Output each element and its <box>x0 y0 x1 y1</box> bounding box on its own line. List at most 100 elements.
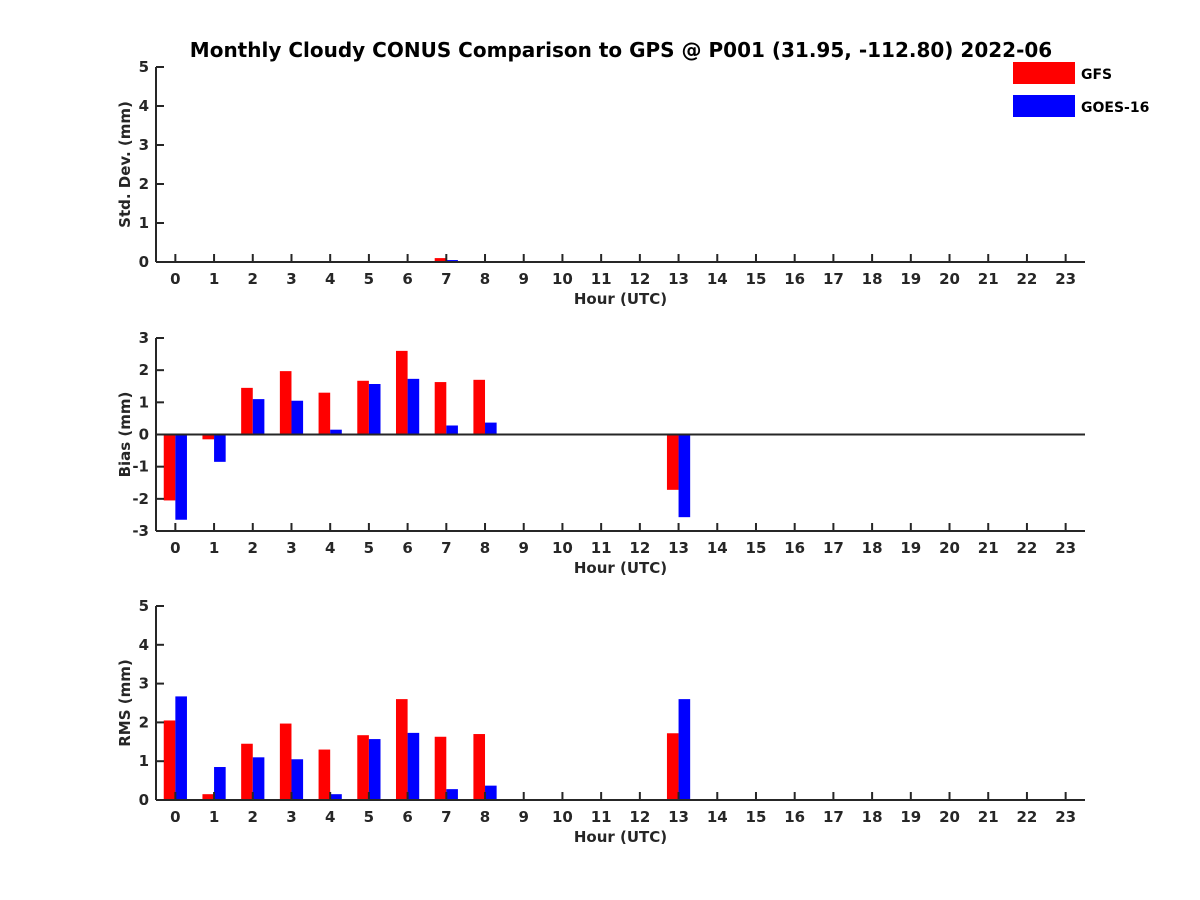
x-tick-label: 15 <box>746 270 767 288</box>
x-tick-label: 12 <box>629 808 650 826</box>
y-tick-label: 5 <box>139 58 149 76</box>
bar-goes-16-hour-13 <box>678 699 691 800</box>
x-tick-label: 17 <box>823 539 844 557</box>
x-tick-label: 6 <box>402 539 412 557</box>
bar-gfs-hour-8 <box>473 379 486 435</box>
x-tick-label: 13 <box>668 808 689 826</box>
x-tick-label: 15 <box>746 808 767 826</box>
x-tick-label: 3 <box>286 808 296 826</box>
x-tick-label: 14 <box>707 270 728 288</box>
bar-gfs-hour-2 <box>241 743 253 800</box>
x-tick-label: 21 <box>978 539 999 557</box>
x-tick-label: 18 <box>862 270 883 288</box>
y-tick-label: 4 <box>139 636 149 654</box>
bar-gfs-hour-7 <box>434 382 447 435</box>
bar-goes-16-hour-3 <box>291 400 304 435</box>
x-tick-label: 19 <box>900 808 921 826</box>
x-tick-label: 1 <box>209 808 219 826</box>
y-axis-label: Std. Dev. (mm) <box>116 101 134 228</box>
y-axis-label: RMS (mm) <box>116 659 134 746</box>
x-tick-label: 20 <box>939 270 960 288</box>
bar-gfs-hour-7 <box>434 258 447 262</box>
x-tick-label: 4 <box>325 539 335 557</box>
x-tick-label: 11 <box>591 539 612 557</box>
y-tick-label: 2 <box>139 713 149 731</box>
bar-goes-16-hour-6 <box>407 378 420 435</box>
legend-swatch-gfs <box>1013 62 1075 84</box>
legend-label-goes-16: GOES-16 <box>1081 100 1149 116</box>
bar-gfs-hour-0 <box>163 434 176 501</box>
y-tick-label: 0 <box>139 791 149 809</box>
x-tick-label: 23 <box>1055 270 1076 288</box>
x-tick-label: 13 <box>668 539 689 557</box>
x-tick-label: 12 <box>629 270 650 288</box>
bar-goes-16-hour-1 <box>214 434 226 462</box>
y-tick-label: -3 <box>132 522 149 540</box>
bar-goes-16-hour-3 <box>291 759 304 800</box>
x-tick-label: 9 <box>519 270 529 288</box>
bar-goes-16-hour-2 <box>252 757 265 800</box>
x-tick-label: 0 <box>170 808 180 826</box>
x-tick-label: 18 <box>862 539 883 557</box>
y-tick-label: 2 <box>139 175 149 193</box>
x-tick-label: 7 <box>441 539 451 557</box>
bar-goes-16-hour-8 <box>485 785 497 800</box>
x-tick-label: 22 <box>1017 808 1038 826</box>
x-tick-label: 21 <box>978 270 999 288</box>
x-tick-label: 1 <box>209 270 219 288</box>
x-tick-label: 19 <box>900 539 921 557</box>
x-tick-label: 12 <box>629 539 650 557</box>
y-tick-label: 1 <box>139 214 149 232</box>
bar-goes-16-hour-5 <box>368 739 381 800</box>
x-tick-label: 17 <box>823 808 844 826</box>
x-tick-label: 20 <box>939 808 960 826</box>
x-tick-label: 23 <box>1055 539 1076 557</box>
x-axis-label: Hour (UTC) <box>574 559 667 577</box>
bar-goes-16-hour-7 <box>446 789 458 800</box>
bar-gfs-hour-6 <box>395 699 408 800</box>
x-tick-label: 7 <box>441 808 451 826</box>
y-tick-label: 0 <box>139 426 149 444</box>
bar-gfs-hour-8 <box>473 734 486 800</box>
x-tick-label: 10 <box>552 539 573 557</box>
x-tick-label: 17 <box>823 270 844 288</box>
bar-gfs-hour-4 <box>318 392 331 435</box>
bar-gfs-hour-1 <box>202 794 215 800</box>
x-tick-label: 3 <box>286 539 296 557</box>
x-tick-label: 1 <box>209 539 219 557</box>
x-tick-label: 16 <box>784 539 805 557</box>
x-tick-label: 21 <box>978 808 999 826</box>
bar-goes-16-hour-5 <box>368 384 381 435</box>
bar-goes-16-hour-0 <box>175 696 187 800</box>
bar-gfs-hour-2 <box>241 387 253 435</box>
x-tick-label: 5 <box>364 270 374 288</box>
x-tick-label: 8 <box>480 270 490 288</box>
bar-goes-16-hour-7 <box>446 425 458 435</box>
y-tick-label: 0 <box>139 253 149 271</box>
legend: GFS GOES-16 <box>1013 62 1149 117</box>
chart-title: Monthly Cloudy CONUS Comparison to GPS @… <box>190 38 1052 62</box>
y-tick-label: 3 <box>139 329 149 347</box>
legend-label-gfs: GFS <box>1081 67 1112 83</box>
bar-gfs-hour-6 <box>395 350 408 435</box>
x-tick-label: 16 <box>784 270 805 288</box>
bar-gfs-hour-13 <box>666 434 679 490</box>
x-tick-label: 16 <box>784 808 805 826</box>
x-tick-label: 9 <box>519 808 529 826</box>
x-tick-label: 7 <box>441 270 451 288</box>
bar-goes-16-hour-2 <box>252 399 265 435</box>
bar-goes-16-hour-4 <box>330 429 342 435</box>
x-tick-label: 22 <box>1017 539 1038 557</box>
x-tick-label: 10 <box>552 808 573 826</box>
bar-gfs-hour-1 <box>202 434 215 440</box>
legend-swatch-goes-16 <box>1013 95 1075 117</box>
x-tick-label: 18 <box>862 808 883 826</box>
x-tick-label: 4 <box>325 270 335 288</box>
x-tick-label: 2 <box>248 808 258 826</box>
x-tick-label: 23 <box>1055 808 1076 826</box>
y-tick-label: 1 <box>139 752 149 770</box>
y-tick-label: 4 <box>139 97 149 115</box>
